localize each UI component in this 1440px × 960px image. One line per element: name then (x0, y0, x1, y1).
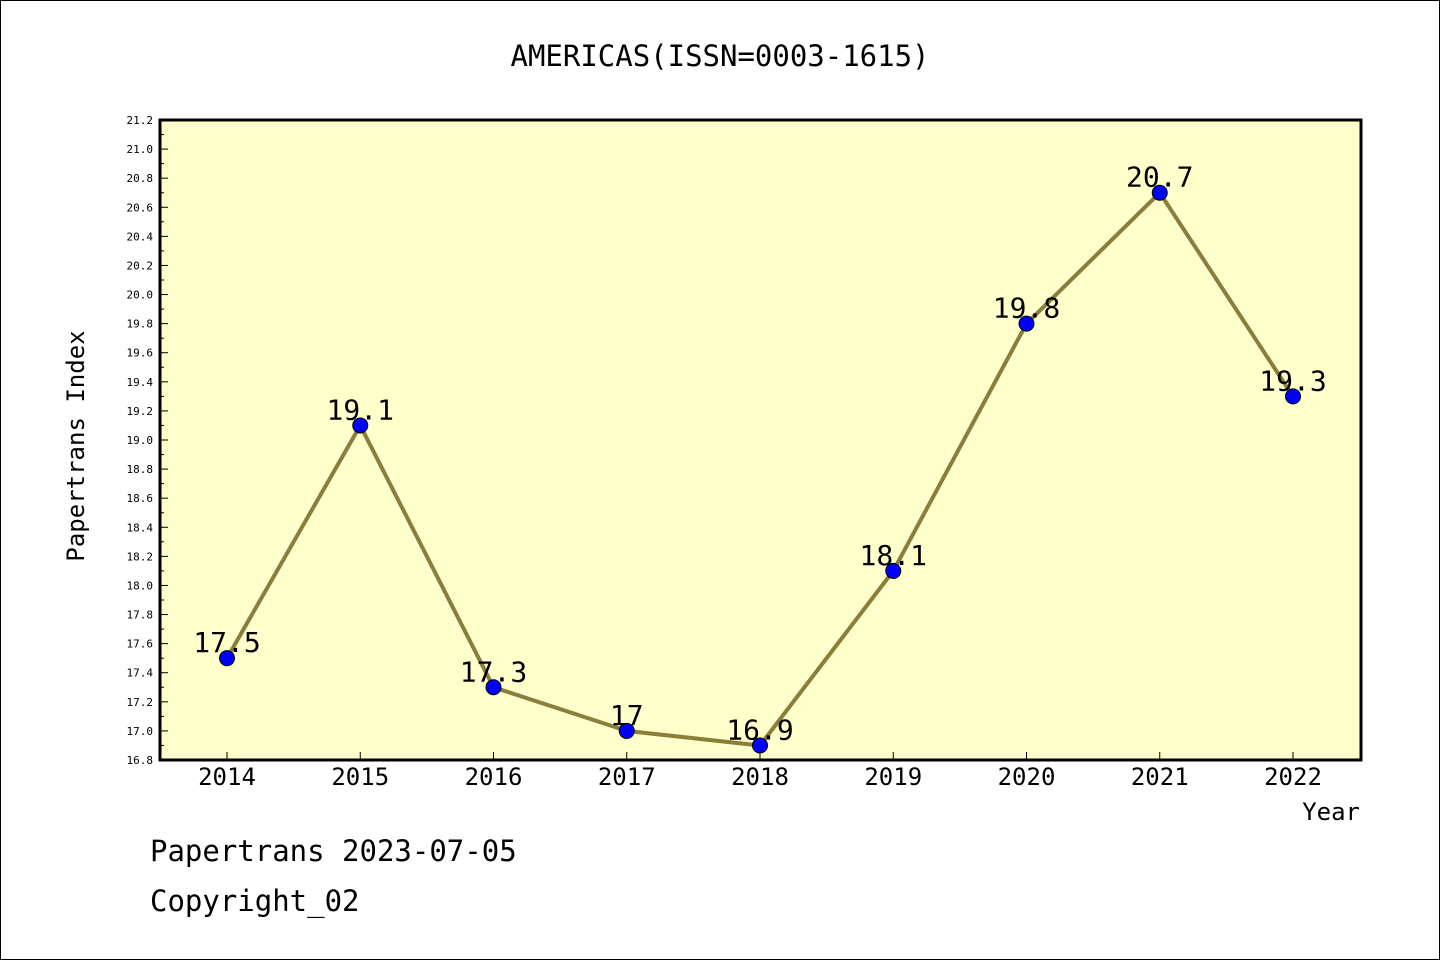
y-tick-label: 18.4 (127, 521, 154, 534)
y-tick-label: 18.8 (127, 463, 154, 476)
y-tick-label: 21.2 (127, 114, 154, 127)
y-tick-label: 17.8 (127, 609, 154, 622)
y-tick-label: 20.8 (127, 172, 154, 185)
data-point (485, 679, 502, 696)
y-tick-label: 18.2 (127, 550, 154, 563)
x-tick-label: 2018 (731, 763, 789, 791)
data-label: 16.9 (726, 713, 793, 746)
data-point (885, 562, 902, 579)
y-tick-label: 17.6 (127, 638, 154, 651)
data-point (1151, 184, 1168, 201)
data-label: 17.3 (460, 655, 527, 688)
data-label: 18.1 (860, 539, 927, 572)
x-tick-label: 2020 (998, 763, 1056, 791)
y-tick-label: 20.6 (127, 201, 154, 214)
data-label: 19.1 (327, 393, 394, 426)
data-label: 17.5 (193, 626, 260, 659)
data-label: 19.3 (1259, 364, 1326, 397)
y-tick-label: 21.0 (127, 143, 154, 156)
data-label: 19.8 (993, 292, 1060, 325)
x-tick-label: 2017 (598, 763, 656, 791)
data-point (752, 737, 768, 754)
footer-copyright-text: Copyright_02 (150, 884, 360, 918)
y-tick-label: 16.8 (127, 754, 154, 767)
x-tick-label: 2014 (198, 763, 256, 791)
y-tick-label: 19.4 (127, 376, 154, 389)
y-tick-label: 18.0 (127, 579, 154, 592)
y-tick-label: 20.2 (127, 259, 154, 272)
data-label: 20.7 (1126, 161, 1193, 194)
y-tick-label: 18.6 (127, 492, 154, 505)
y-tick-label: 17.4 (127, 667, 154, 680)
y-tick-label: 19.2 (127, 405, 154, 418)
data-point (1285, 388, 1301, 405)
data-label: 17 (610, 699, 644, 732)
x-axis-label: Year (1302, 798, 1360, 826)
x-tick-label: 2016 (465, 763, 523, 791)
y-tick-label: 19.6 (127, 347, 154, 360)
chart-title: AMERICAS(ISSN=0003-1615) (510, 39, 929, 73)
series-layer: 17.5 19.1 17.3 17 16.9 18.1 19.8 20.7 19.3 (193, 161, 1327, 754)
x-tick-label: 2021 (1131, 763, 1189, 791)
x-tick-label: 2022 (1264, 763, 1322, 791)
y-tick-label: 19.8 (127, 318, 154, 331)
y-tick-label: 19.0 (127, 434, 154, 447)
x-tick-label: 2019 (864, 763, 922, 791)
data-point (618, 722, 635, 739)
plot-area (158, 118, 1363, 762)
y-tick-label: 20.0 (127, 289, 154, 302)
y-tick-label: 17.0 (127, 725, 154, 738)
y-axis: 16.8 17.0 17.2 17.4 17.6 17.8 18.0 18.2 18.4 18.6… (127, 114, 168, 767)
data-point (1018, 315, 1035, 332)
y-axis-label: Papertrans Index (62, 330, 90, 561)
y-tick-label: 17.2 (127, 696, 154, 709)
y-tick-label: 20.4 (127, 230, 154, 243)
x-tick-label: 2015 (331, 763, 389, 791)
data-point (219, 650, 235, 667)
footer-date-text: Papertrans 2023-07-05 (150, 834, 517, 868)
x-axis: 2014 2015 2016 2017 2018 2019 2020 2021 2022 (198, 752, 1322, 791)
data-point (352, 417, 369, 434)
